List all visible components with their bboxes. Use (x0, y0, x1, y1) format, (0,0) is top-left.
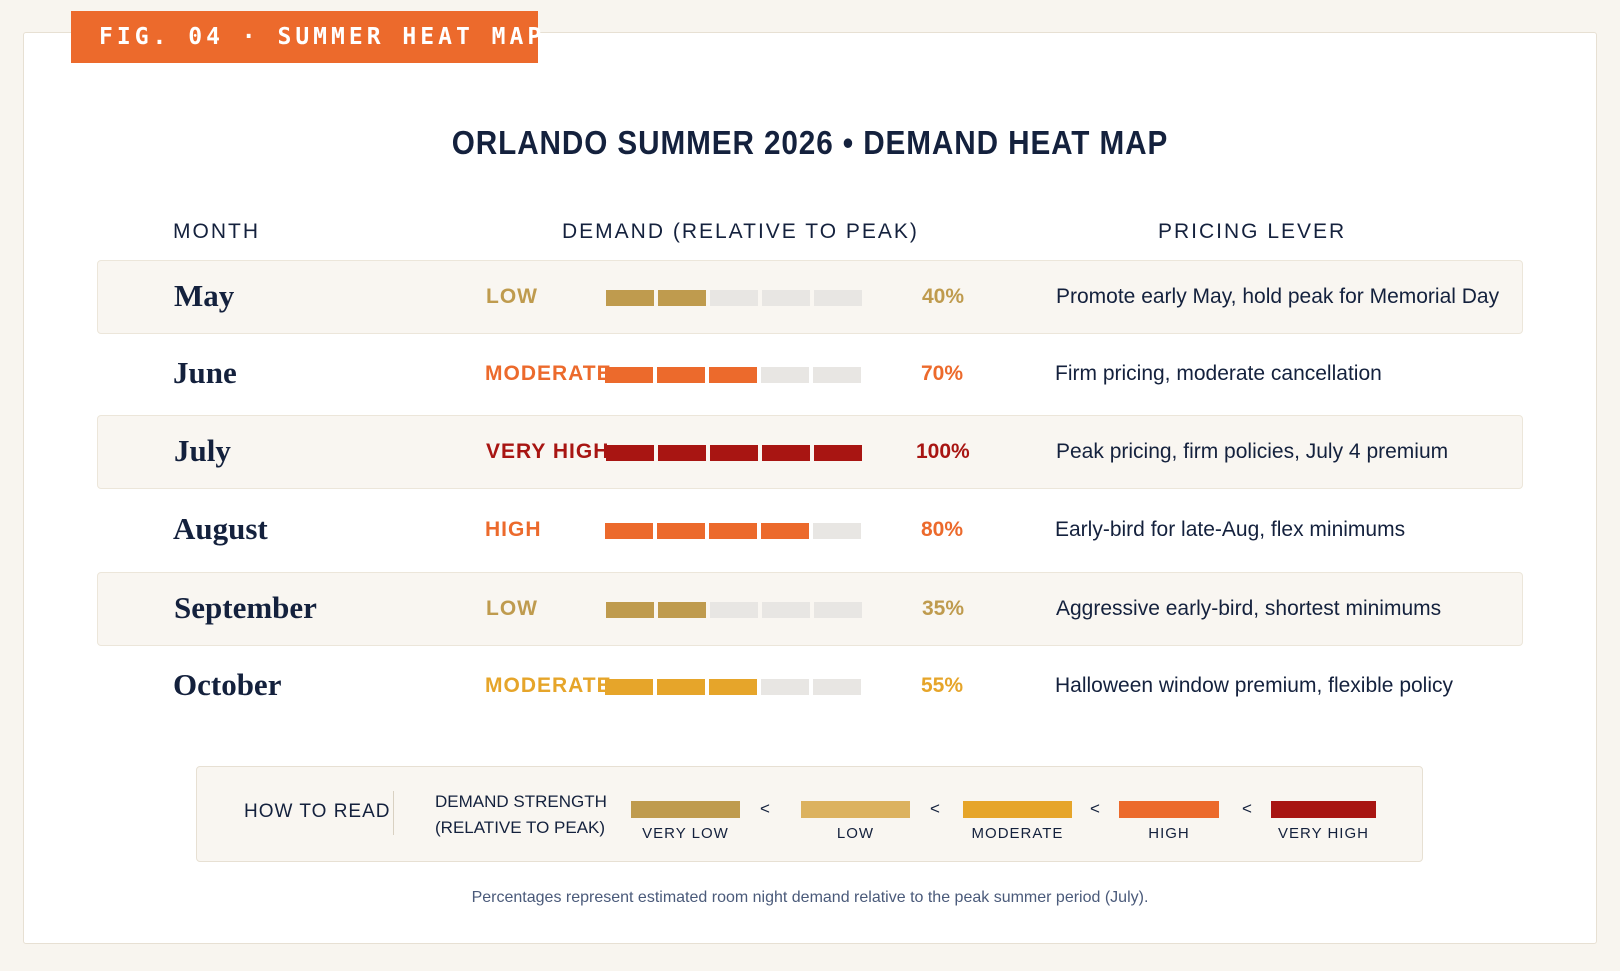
legend-swatch-label: LOW (836, 825, 875, 842)
row-demand-level: VERY HIGH (486, 440, 610, 463)
bar-segment-empty (710, 602, 758, 618)
bar-segment-filled (658, 290, 706, 306)
row-month: May (174, 278, 235, 313)
column-header-demand: DEMAND (RELATIVE TO PEAK) (562, 220, 919, 243)
table-row: May LOW 40% Promote early May, hold peak fo… (97, 260, 1523, 334)
legend-strength-line2: (RELATIVE TO PEAK) (435, 818, 606, 837)
row-percent: 40% (922, 285, 965, 308)
legend-strength-line1: DEMAND STRENGTH (435, 792, 607, 811)
bar-segment-filled (761, 523, 809, 539)
row-pricing-lever: Halloween window premium, flexible polic… (1055, 674, 1454, 697)
bar-segment-filled (657, 679, 705, 695)
legend-less-than: < (1090, 799, 1100, 818)
legend-swatch-label: HIGH (1148, 825, 1190, 842)
legend-less-than: < (930, 799, 940, 818)
row-percent: 70% (921, 362, 964, 385)
bar-segment-filled (606, 445, 654, 461)
row-demand-level: LOW (486, 597, 538, 620)
legend-swatch-label: MODERATE (971, 825, 1064, 842)
legend-divider (393, 791, 394, 835)
bar-segment-empty (761, 367, 809, 383)
legend-less-than: < (760, 799, 770, 818)
table-row: July VERY HIGH 100% Peak pricing, firm poli… (97, 415, 1523, 489)
legend-how-to-read: HOW TO READ (244, 801, 391, 822)
row-demand-bar (606, 602, 868, 618)
bar-segment-filled (709, 523, 757, 539)
bar-segment-filled (606, 290, 654, 306)
row-demand-bar (605, 367, 867, 383)
legend-swatch-label: VERY LOW (642, 825, 729, 842)
legend-swatch (1271, 801, 1376, 818)
chart-title: ORLANDO SUMMER 2026 • DEMAND HEAT MAP (451, 124, 1169, 161)
bar-segment-filled (709, 679, 757, 695)
bar-segment-filled (605, 523, 653, 539)
bar-segment-empty (813, 679, 861, 695)
bar-segment-filled (657, 367, 705, 383)
bar-segment-empty (762, 602, 810, 618)
row-month: August (173, 511, 268, 546)
row-demand-bar (605, 523, 867, 539)
row-month: June (173, 355, 237, 390)
bar-segment-filled (709, 367, 757, 383)
legend-swatch (801, 801, 910, 818)
legend-less-than: < (1242, 799, 1252, 818)
table-row: October MODERATE 55% Halloween window premi… (97, 650, 1523, 724)
bar-segment-empty (814, 602, 862, 618)
row-demand-bar (606, 290, 868, 306)
bar-segment-filled (710, 445, 758, 461)
row-month: September (174, 590, 317, 625)
row-percent: 80% (921, 518, 964, 541)
column-header-pricing-lever: PRICING LEVER (1158, 220, 1347, 243)
bar-segment-filled (762, 445, 810, 461)
row-demand-level: HIGH (485, 518, 542, 541)
row-demand-level: LOW (486, 285, 538, 308)
legend-swatch (963, 801, 1072, 818)
row-pricing-lever: Early-bird for late-Aug, flex minimums (1055, 518, 1406, 541)
bar-segment-filled (657, 523, 705, 539)
bar-segment-empty (814, 290, 862, 306)
row-demand-level: MODERATE (485, 362, 612, 385)
figure-tag: FIG. 04 · SUMMER HEAT MAP (71, 11, 541, 63)
row-percent: 55% (921, 674, 964, 697)
row-demand-bar (605, 679, 867, 695)
bar-segment-empty (710, 290, 758, 306)
table-row: June MODERATE 70% Firm pricing, moderate ca… (97, 338, 1523, 412)
table-row: September LOW 35% Aggressive early-bird, sh… (97, 572, 1523, 646)
bar-segment-empty (813, 523, 861, 539)
legend-swatch (631, 801, 740, 818)
bar-segment-filled (658, 445, 706, 461)
row-demand-bar (606, 445, 868, 461)
bar-segment-filled (605, 679, 653, 695)
row-pricing-lever: Promote early May, hold peak for Memoria… (1056, 285, 1500, 308)
bar-segment-filled (605, 367, 653, 383)
bar-segment-empty (761, 679, 809, 695)
bar-segment-filled (606, 602, 654, 618)
footnote: Percentages represent estimated room nig… (471, 889, 1149, 906)
row-month: October (173, 667, 282, 702)
row-percent: 100% (916, 440, 970, 463)
bar-segment-empty (762, 290, 810, 306)
row-demand-level: MODERATE (485, 674, 612, 697)
legend-swatch (1119, 801, 1219, 818)
legend-demand-strength: DEMAND STRENGTH (RELATIVE TO PEAK) (435, 789, 607, 841)
row-percent: 35% (922, 597, 965, 620)
bar-segment-empty (813, 367, 861, 383)
legend: HOW TO READ DEMAND STRENGTH (RELATIVE TO… (196, 766, 1423, 862)
row-pricing-lever: Peak pricing, firm policies, July 4 prem… (1056, 440, 1449, 463)
row-pricing-lever: Firm pricing, moderate cancellation (1055, 362, 1382, 385)
table-row: August HIGH 80% Early-bird for late-Aug, fl… (97, 494, 1523, 568)
bar-segment-filled (814, 445, 862, 461)
column-header-month: MONTH (173, 220, 260, 243)
row-pricing-lever: Aggressive early-bird, shortest minimums (1056, 597, 1442, 620)
bar-segment-filled (658, 602, 706, 618)
legend-swatch-label: VERY HIGH (1278, 825, 1369, 842)
row-month: July (174, 433, 231, 468)
